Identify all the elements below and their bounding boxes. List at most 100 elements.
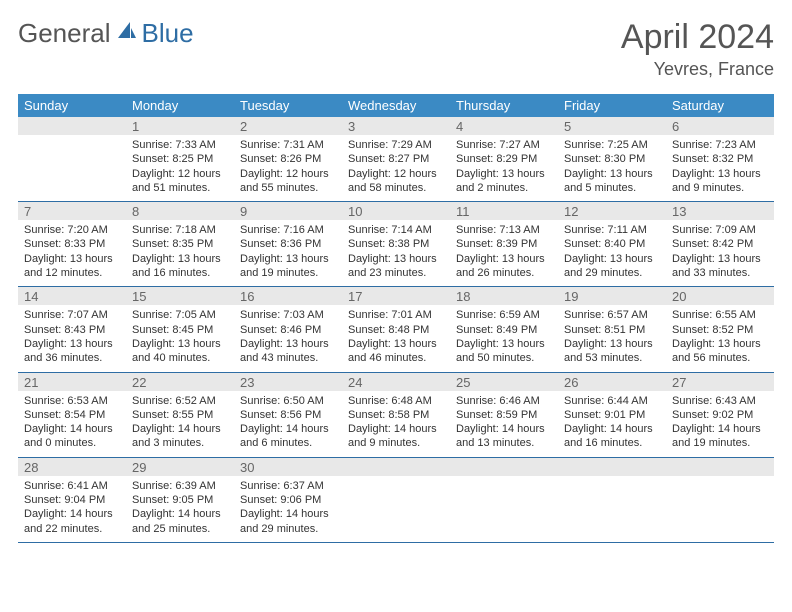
sunset-line: Sunset: 8:49 PM — [456, 323, 552, 337]
day-content: Sunrise: 6:46 AMSunset: 8:59 PMDaylight:… — [450, 391, 558, 457]
month-title: April 2024 — [621, 18, 774, 57]
day-content: Sunrise: 6:43 AMSunset: 9:02 PMDaylight:… — [666, 391, 774, 457]
sunset-line: Sunset: 8:43 PM — [24, 323, 120, 337]
calendar-cell: 29Sunrise: 6:39 AMSunset: 9:05 PMDayligh… — [126, 457, 234, 542]
day-content — [666, 476, 774, 538]
sunset-line: Sunset: 9:05 PM — [132, 493, 228, 507]
day-number: 13 — [666, 202, 774, 220]
sunrise-line: Sunrise: 6:48 AM — [348, 394, 444, 408]
calendar-week-row: 28Sunrise: 6:41 AMSunset: 9:04 PMDayligh… — [18, 457, 774, 542]
sunset-line: Sunset: 8:55 PM — [132, 408, 228, 422]
day-number: 14 — [18, 287, 126, 305]
day-number: 18 — [450, 287, 558, 305]
weekday-header: Saturday — [666, 94, 774, 117]
day-number — [18, 117, 126, 135]
calendar-cell: 18 Sunrise: 6:59 AMSunset: 8:49 PMDayligh… — [450, 287, 558, 372]
day-content: Sunrise: 7:25 AMSunset: 8:30 PMDaylight:… — [558, 135, 666, 201]
calendar-cell — [666, 457, 774, 542]
day-content: Sunrise: 7:14 AMSunset: 8:38 PMDaylight:… — [342, 220, 450, 286]
logo-text-2: Blue — [142, 18, 194, 49]
sunrise-line: Sunrise: 6:55 AM — [672, 308, 768, 322]
calendar-cell: 2Sunrise: 7:31 AMSunset: 8:26 PMDaylight… — [234, 117, 342, 202]
daylight-line: Daylight: 13 hours and 50 minutes. — [456, 337, 552, 366]
calendar-cell: 8Sunrise: 7:18 AMSunset: 8:35 PMDaylight… — [126, 202, 234, 287]
daylight-line: Daylight: 13 hours and 43 minutes. — [240, 337, 336, 366]
day-number: 6 — [666, 117, 774, 135]
sunrise-line: Sunrise: 7:13 AM — [456, 223, 552, 237]
daylight-line: Daylight: 13 hours and 9 minutes. — [672, 167, 768, 196]
day-number: 29 — [126, 458, 234, 476]
daylight-line: Daylight: 14 hours and 22 minutes. — [24, 507, 120, 536]
sunset-line: Sunset: 8:39 PM — [456, 237, 552, 251]
sunset-line: Sunset: 9:02 PM — [672, 408, 768, 422]
day-number: 4 — [450, 117, 558, 135]
day-number: 22 — [126, 373, 234, 391]
calendar-cell: 20Sunrise: 6:55 AMSunset: 8:52 PMDayligh… — [666, 287, 774, 372]
day-number: 9 — [234, 202, 342, 220]
day-number: 23 — [234, 373, 342, 391]
sunset-line: Sunset: 8:58 PM — [348, 408, 444, 422]
weekday-header: Wednesday — [342, 94, 450, 117]
daylight-line: Daylight: 12 hours and 51 minutes. — [132, 167, 228, 196]
logo: General Blue — [18, 18, 194, 49]
calendar-cell: 30Sunrise: 6:37 AMSunset: 9:06 PMDayligh… — [234, 457, 342, 542]
sunset-line: Sunset: 8:35 PM — [132, 237, 228, 251]
day-number: 3 — [342, 117, 450, 135]
calendar-cell: 3Sunrise: 7:29 AMSunset: 8:27 PMDaylight… — [342, 117, 450, 202]
sunrise-line: Sunrise: 7:33 AM — [132, 138, 228, 152]
calendar-cell: 19Sunrise: 6:57 AMSunset: 8:51 PMDayligh… — [558, 287, 666, 372]
sunset-line: Sunset: 8:48 PM — [348, 323, 444, 337]
day-content: Sunrise: 6:50 AMSunset: 8:56 PMDaylight:… — [234, 391, 342, 457]
day-content: Sunrise: 6:52 AMSunset: 8:55 PMDaylight:… — [126, 391, 234, 457]
day-content: Sunrise: 7:18 AMSunset: 8:35 PMDaylight:… — [126, 220, 234, 286]
sunset-line: Sunset: 8:27 PM — [348, 152, 444, 166]
logo-text-1: General — [18, 18, 111, 49]
day-content — [558, 476, 666, 538]
weekday-header: Monday — [126, 94, 234, 117]
calendar-week-row: 14Sunrise: 7:07 AMSunset: 8:43 PMDayligh… — [18, 287, 774, 372]
sunrise-line: Sunrise: 7:16 AM — [240, 223, 336, 237]
calendar-cell: 21Sunrise: 6:53 AMSunset: 8:54 PMDayligh… — [18, 372, 126, 457]
daylight-line: Daylight: 13 hours and 19 minutes. — [240, 252, 336, 281]
sunset-line: Sunset: 8:32 PM — [672, 152, 768, 166]
sunset-line: Sunset: 8:54 PM — [24, 408, 120, 422]
title-block: April 2024 Yevres, France — [621, 18, 774, 80]
day-number: 5 — [558, 117, 666, 135]
day-content: Sunrise: 7:07 AMSunset: 8:43 PMDaylight:… — [18, 305, 126, 371]
sunset-line: Sunset: 8:42 PM — [672, 237, 768, 251]
sunrise-line: Sunrise: 6:53 AM — [24, 394, 120, 408]
day-content — [450, 476, 558, 538]
sunrise-line: Sunrise: 6:59 AM — [456, 308, 552, 322]
daylight-line: Daylight: 13 hours and 33 minutes. — [672, 252, 768, 281]
daylight-line: Daylight: 14 hours and 19 minutes. — [672, 422, 768, 451]
daylight-line: Daylight: 13 hours and 26 minutes. — [456, 252, 552, 281]
daylight-line: Daylight: 13 hours and 46 minutes. — [348, 337, 444, 366]
day-number: 15 — [126, 287, 234, 305]
sunrise-line: Sunrise: 7:25 AM — [564, 138, 660, 152]
sunrise-line: Sunrise: 6:50 AM — [240, 394, 336, 408]
calendar-cell: 25Sunrise: 6:46 AMSunset: 8:59 PMDayligh… — [450, 372, 558, 457]
calendar-cell: 14Sunrise: 7:07 AMSunset: 8:43 PMDayligh… — [18, 287, 126, 372]
day-number: 16 — [234, 287, 342, 305]
calendar-cell: 9Sunrise: 7:16 AMSunset: 8:36 PMDaylight… — [234, 202, 342, 287]
day-number: 11 — [450, 202, 558, 220]
weekday-header: Thursday — [450, 94, 558, 117]
daylight-line: Daylight: 14 hours and 3 minutes. — [132, 422, 228, 451]
daylight-line: Daylight: 14 hours and 25 minutes. — [132, 507, 228, 536]
sunrise-line: Sunrise: 7:11 AM — [564, 223, 660, 237]
daylight-line: Daylight: 12 hours and 58 minutes. — [348, 167, 444, 196]
calendar-cell: 6Sunrise: 7:23 AMSunset: 8:32 PMDaylight… — [666, 117, 774, 202]
calendar-cell: 15Sunrise: 7:05 AMSunset: 8:45 PMDayligh… — [126, 287, 234, 372]
calendar-cell: 28Sunrise: 6:41 AMSunset: 9:04 PMDayligh… — [18, 457, 126, 542]
sunrise-line: Sunrise: 6:39 AM — [132, 479, 228, 493]
day-content: Sunrise: 7:29 AMSunset: 8:27 PMDaylight:… — [342, 135, 450, 201]
calendar-cell — [450, 457, 558, 542]
day-content: Sunrise: 7:13 AMSunset: 8:39 PMDaylight:… — [450, 220, 558, 286]
day-content: Sunrise: 7:16 AMSunset: 8:36 PMDaylight:… — [234, 220, 342, 286]
sunrise-line: Sunrise: 7:18 AM — [132, 223, 228, 237]
sunset-line: Sunset: 8:56 PM — [240, 408, 336, 422]
sunset-line: Sunset: 8:40 PM — [564, 237, 660, 251]
calendar-cell: 23Sunrise: 6:50 AMSunset: 8:56 PMDayligh… — [234, 372, 342, 457]
day-content: Sunrise: 6:39 AMSunset: 9:05 PMDaylight:… — [126, 476, 234, 542]
weekday-header-row: SundayMondayTuesdayWednesdayThursdayFrid… — [18, 94, 774, 117]
